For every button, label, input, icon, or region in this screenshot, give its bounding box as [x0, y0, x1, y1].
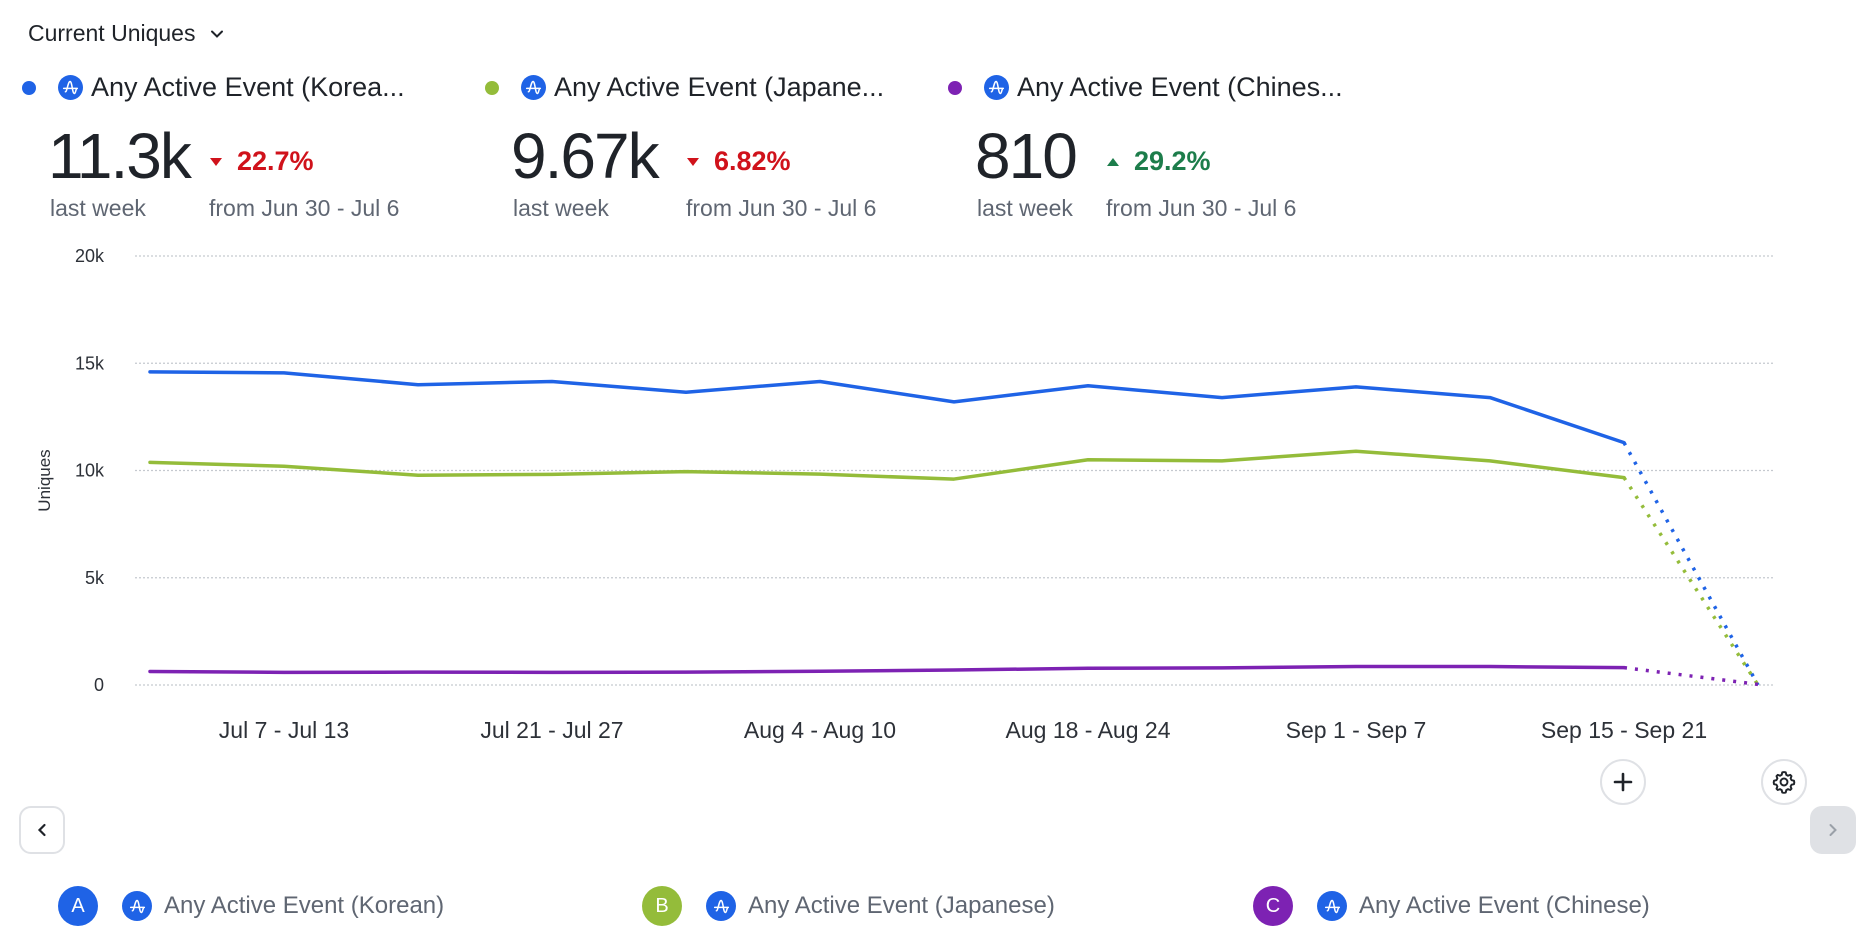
metric-selector-label: Current Uniques [28, 20, 196, 46]
triangle-down-icon [210, 157, 222, 166]
chevron-down-icon [211, 30, 224, 38]
line-chart: 0 5k 10k 15k 20k Uniques Jul 7 - Jul 13 Jul 21 … [35, 246, 1773, 743]
series-value-caption: last week [513, 195, 609, 221]
triangle-down-icon [687, 157, 699, 166]
series-delta: 6.82% [686, 146, 791, 177]
y-tick-label: 10k [75, 461, 105, 481]
x-tick-label: Jul 7 - Jul 13 [219, 717, 349, 743]
series-letter-badge: A [58, 886, 98, 926]
legend-item[interactable]: C Any Active Event (Chinese) [1253, 886, 1650, 926]
series-delta-value: 22.7% [237, 146, 314, 176]
series-delta-value: 29.2% [1134, 146, 1211, 176]
triangle-up-icon [1107, 157, 1119, 166]
series-letter-badge: C [1253, 886, 1293, 926]
series-line-any-active-event-korean [148, 370, 1626, 445]
x-tick-label: Jul 21 - Jul 27 [480, 717, 623, 743]
x-tick-label: Sep 15 - Sep 21 [1541, 717, 1707, 743]
amplitude-event-icon [706, 891, 736, 921]
y-tick-label: 0 [94, 675, 104, 695]
legend-item[interactable]: A Any Active Event (Korean) [58, 886, 444, 926]
series-value: 810 [975, 120, 1078, 192]
series-name: Any Active Event (Japane... [554, 72, 885, 102]
add-button[interactable] [1600, 759, 1646, 805]
series-line-any-active-event-japanese [148, 449, 1626, 481]
plus-icon [1613, 772, 1633, 792]
series-color-dot [948, 80, 962, 95]
chevron-right-icon [1829, 824, 1837, 836]
series-header[interactable]: Any Active Event (Korea... [22, 72, 405, 103]
series-value-caption: last week [50, 195, 146, 221]
previous-page-button[interactable] [19, 806, 65, 854]
x-tick-label: Sep 1 - Sep 7 [1286, 717, 1427, 743]
x-tick-label: Aug 4 - Aug 10 [744, 717, 896, 743]
series-incomplete-line [1622, 476, 1760, 686]
series-color-dot [22, 80, 36, 95]
settings-button[interactable] [1761, 759, 1807, 805]
series-letter-badge: B [642, 886, 682, 926]
series-delta-caption: from Jun 30 - Jul 6 [1106, 195, 1297, 221]
y-tick-label: 20k [75, 246, 105, 266]
chevron-left-icon [37, 823, 46, 837]
x-tick-label: Aug 18 - Aug 24 [1006, 717, 1171, 743]
series-header[interactable]: Any Active Event (Japane... [485, 72, 884, 103]
series-delta-value: 6.82% [714, 146, 791, 176]
legend-label: Any Active Event (Korean) [164, 892, 445, 919]
series-delta: 22.7% [209, 146, 314, 177]
gear-icon [1772, 771, 1796, 794]
amplitude-event-icon [1317, 891, 1347, 921]
series-name: Any Active Event (Korea... [91, 72, 405, 102]
series-value: 9.67k [511, 120, 660, 192]
series-line-any-active-event-chinese [148, 664, 1626, 675]
series-name: Any Active Event (Chines... [1017, 72, 1343, 102]
legend-label: Any Active Event (Japanese) [748, 892, 1055, 919]
y-tick-label: 5k [85, 568, 105, 588]
y-axis-label: Uniques [35, 449, 54, 511]
legend-label: Any Active Event (Chinese) [1359, 892, 1650, 919]
amplitude-event-icon [122, 891, 152, 921]
legend-item[interactable]: B Any Active Event (Japanese) [642, 886, 1055, 926]
y-tick-label: 15k [75, 353, 105, 373]
series-delta-caption: from Jun 30 - Jul 6 [209, 195, 400, 221]
amplitude-event-icon [984, 75, 1009, 100]
series-delta-caption: from Jun 30 - Jul 6 [686, 195, 877, 221]
series-header[interactable]: Any Active Event (Chines... [948, 72, 1343, 103]
series-delta: 29.2% [1106, 146, 1211, 177]
series-value: 11.3k [48, 120, 192, 192]
amplitude-event-icon [58, 75, 83, 100]
series-color-dot [485, 80, 499, 95]
amplitude-event-icon [521, 75, 546, 100]
next-page-button[interactable] [1810, 806, 1856, 854]
metric-selector[interactable]: Current Uniques [28, 20, 225, 47]
series-incomplete-line [1622, 441, 1760, 686]
series-incomplete-line [1623, 665, 1759, 687]
series-value-caption: last week [977, 195, 1073, 221]
